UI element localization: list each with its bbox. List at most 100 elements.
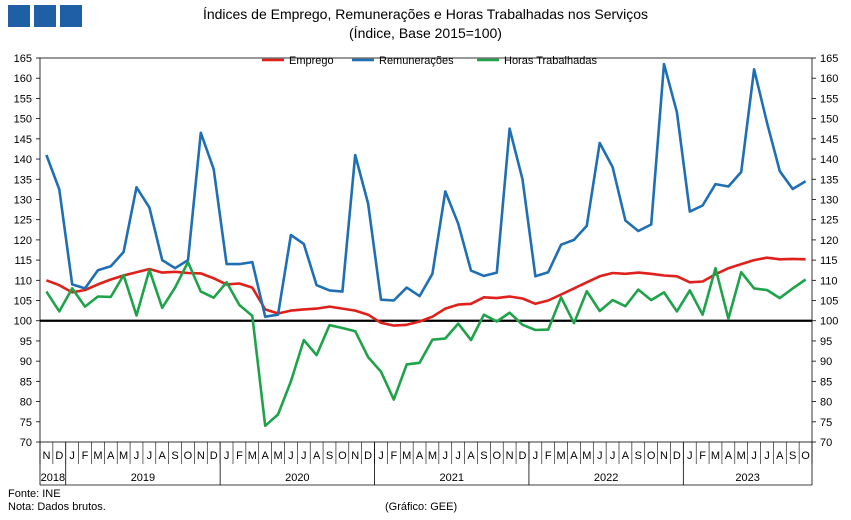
y-tick-label-left: 80 [20,397,32,409]
y-tick-label-left: 85 [20,376,32,388]
x-month-label: A [261,450,269,462]
x-month-label: D [673,450,681,462]
x-year-label: 2019 [131,472,155,484]
y-tick-label-left: 130 [14,194,32,206]
x-month-label: J [764,450,770,462]
y-tick-label-right: 85 [820,376,832,388]
x-month-label: J [69,450,75,462]
x-year-label: 2021 [439,472,463,484]
y-tick-label-left: 70 [20,437,32,449]
x-month-label: F [390,450,397,462]
legend-label: Horas Trabalhadas [504,55,597,67]
x-month-label: D [364,450,372,462]
x-month-label: J [378,450,384,462]
x-month-label: F [545,450,552,462]
y-tick-label-left: 95 [20,336,32,348]
x-month-label: M [273,450,282,462]
x-month-label: S [326,450,333,462]
source-note: Fonte: INE [8,488,61,500]
y-tick-label-right: 140 [820,154,838,166]
x-month-label: M [557,450,566,462]
x-month-label: J [147,450,153,462]
x-month-label: S [789,450,796,462]
logo-square [8,5,30,27]
x-month-label: A [467,450,475,462]
legend-label: Emprego [289,55,334,67]
chart-subtitle: (Índice, Base 2015=100) [349,25,502,41]
x-month-label: A [622,450,630,462]
y-tick-label-right: 105 [820,296,838,308]
series-line-1 [45,256,806,327]
x-month-label: M [93,450,102,462]
x-month-label: S [171,450,178,462]
x-month-label: J [134,450,140,462]
x-month-label: S [480,450,487,462]
x-month-label: J [455,450,461,462]
x-year-label: 2018 [41,472,65,484]
x-month-label: J [610,450,616,462]
y-tick-label-left: 155 [14,93,32,105]
x-month-label: M [737,450,746,462]
x-month-label: F [236,450,243,462]
x-year-label: 2020 [285,472,309,484]
legend-label: Remunerações [379,55,454,67]
x-month-label: N [351,450,359,462]
x-month-label: N [660,450,668,462]
series-line-3 [45,260,807,428]
logo-square [60,5,82,27]
x-month-label: J [301,450,307,462]
y-tick-label-left: 160 [14,73,32,85]
y-tick-label-right: 155 [820,93,838,105]
x-month-label: O [801,450,810,462]
y-tick-label-left: 135 [14,174,32,186]
x-month-label: A [776,450,784,462]
y-tick-label-left: 75 [20,417,32,429]
y-tick-label-left: 150 [14,114,32,126]
x-month-label: J [443,450,449,462]
y-tick-label-left: 90 [20,356,32,368]
y-tick-label-left: 145 [14,134,32,146]
y-tick-label-right: 125 [820,215,838,227]
y-tick-label-right: 135 [820,174,838,186]
plot-frame [39,57,813,443]
y-tick-label-right: 150 [820,114,838,126]
y-tick-label-left: 125 [14,215,32,227]
x-month-label: M [711,450,720,462]
x-month-label: O [184,450,193,462]
y-tick-label-right: 90 [820,356,832,368]
y-tick-label-left: 140 [14,154,32,166]
x-month-label: A [107,450,115,462]
y-tick-label-left: 100 [14,316,32,328]
x-month-label: J [597,450,603,462]
y-tick-label-left: 105 [14,296,32,308]
x-month-label: F [699,450,706,462]
x-year-label: 2022 [594,472,618,484]
x-month-label: M [582,450,591,462]
x-month-label: O [338,450,347,462]
x-month-label: A [416,450,424,462]
x-month-label: M [248,450,257,462]
x-month-label: M [428,450,437,462]
y-tick-label-left: 110 [14,275,32,287]
series-line-2 [45,62,807,319]
y-tick-label-right: 130 [820,194,838,206]
x-month-label: D [519,450,527,462]
chart-title: Índices de Emprego, Remunerações e Horas… [202,6,649,22]
y-tick-label-left: 165 [14,53,32,65]
x-month-label: A [570,450,578,462]
y-tick-label-right: 115 [820,255,838,267]
credit-note: (Gráfico: GEE) [385,501,458,513]
x-month-label: D [55,450,63,462]
x-month-label: N [197,450,205,462]
data-note: Nota: Dados brutos. [8,501,106,513]
x-month-label: A [725,450,733,462]
x-month-label: M [119,450,128,462]
y-tick-label-right: 70 [820,437,832,449]
x-month-label: F [82,450,89,462]
x-month-label: O [647,450,656,462]
x-month-label: J [288,450,294,462]
y-tick-label-right: 100 [820,316,838,328]
gee-logo [8,5,82,27]
y-tick-label-right: 145 [820,134,838,146]
